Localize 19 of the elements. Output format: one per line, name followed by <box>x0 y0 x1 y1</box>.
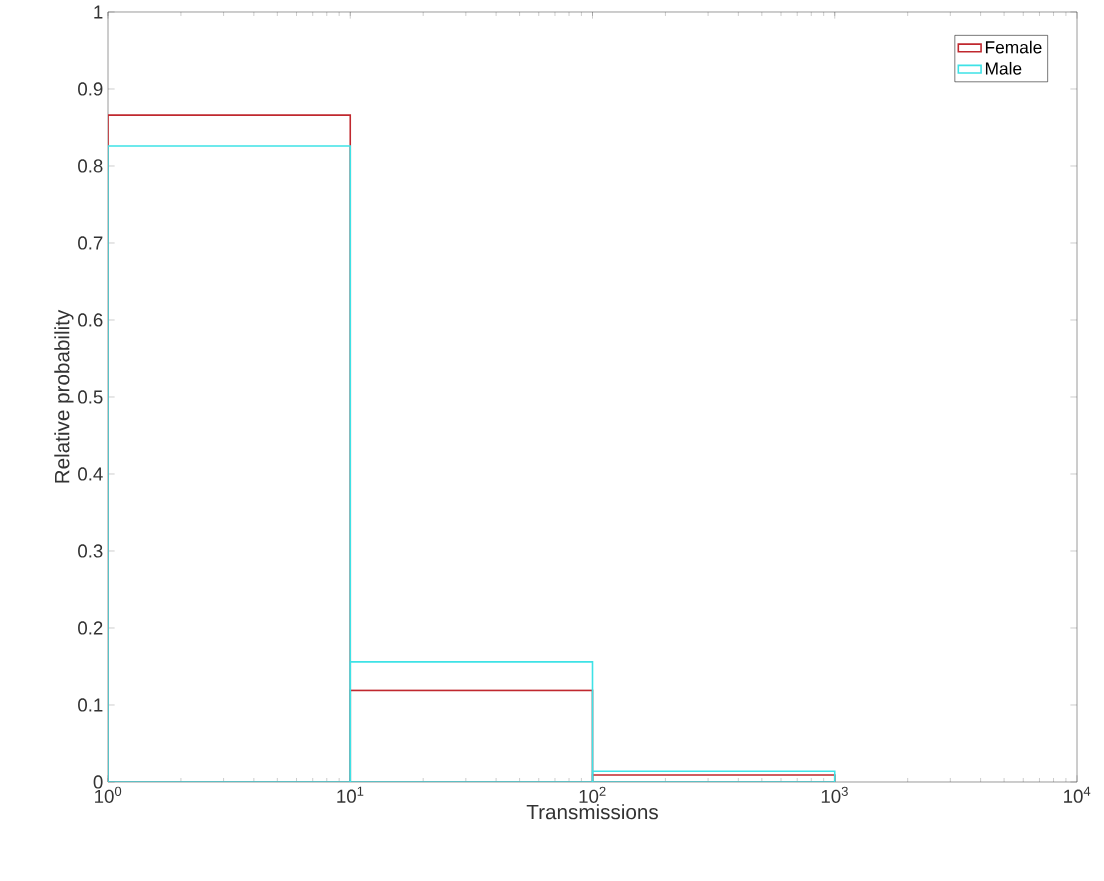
y-tick-label: 0.5 <box>78 390 103 404</box>
y-axis-title: Relative probability <box>54 309 74 483</box>
y-tick-label: 0.3 <box>78 544 103 558</box>
y-tick-label: 1 <box>94 5 103 19</box>
y-tick-label: 0.4 <box>78 467 103 481</box>
legend-label: Female <box>985 40 1042 54</box>
y-tick-label: 0.1 <box>78 698 103 712</box>
x-axis-title: Transmissions <box>526 804 658 820</box>
x-tick-label: 10$^{4}$ <box>1064 786 1091 803</box>
y-tick-label: 0 <box>93 775 103 789</box>
y-tick-label: 0.2 <box>78 621 103 635</box>
x-tick-label: 10$^{1}$ <box>337 786 364 803</box>
legend-label: Male <box>985 61 1022 75</box>
y-tick-label: 0.9 <box>78 82 103 96</box>
x-tick-label: 10$^{3}$ <box>821 786 848 803</box>
x-tick-label: 10$^{2}$ <box>579 786 606 803</box>
y-tick-label: 0.8 <box>78 159 103 173</box>
y-tick-label: 0.7 <box>78 236 103 250</box>
y-tick-label: 0.6 <box>78 313 103 327</box>
